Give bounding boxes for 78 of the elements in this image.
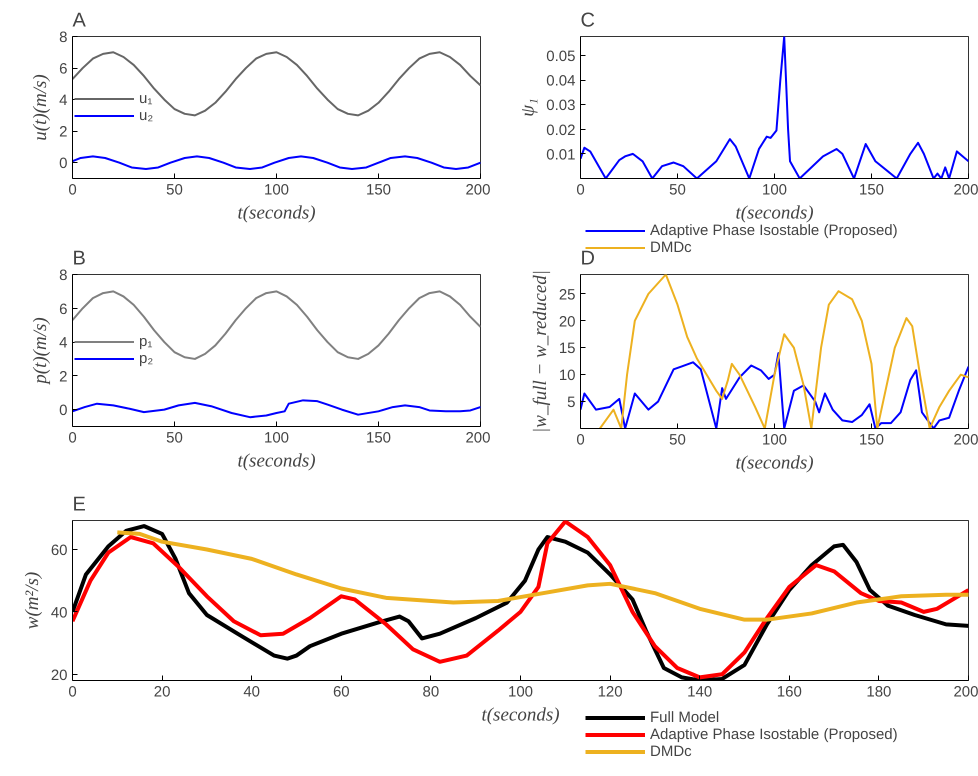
legend-label: p₂	[139, 350, 154, 367]
legend-label: DMDc	[650, 743, 692, 760]
x-tick-label: 150	[858, 432, 884, 448]
x-tick-label: 140	[687, 684, 712, 700]
x-tick-label: 200	[953, 684, 978, 700]
x-tick-label: 60	[332, 684, 350, 700]
y-axis-title: p(t)(m/s)	[30, 317, 52, 386]
legend-label: Adaptive Phase Isostable (Proposed)	[650, 222, 898, 239]
x-tick-label: 120	[598, 684, 623, 700]
y-axis-title: ψ₁	[517, 98, 538, 117]
x-axis-title: t(seconds)	[481, 704, 560, 726]
legend-label: Full Model	[650, 709, 720, 726]
y-tick-label: 0	[59, 155, 68, 172]
legend-label: u₂	[139, 107, 154, 124]
y-axis-title: u(t)(m/s)	[30, 74, 52, 141]
legend-label: p₁	[139, 333, 154, 350]
x-tick-label: 100	[762, 432, 788, 448]
legend-label: u₁	[139, 90, 154, 107]
x-axis-title: t(seconds)	[237, 450, 316, 472]
x-tick-label: 150	[366, 182, 392, 198]
line-series	[115, 530, 968, 622]
y-tick-label: 8	[59, 29, 68, 46]
chart-title: A	[72, 10, 86, 32]
legend-label: DMDc	[650, 239, 692, 256]
y-tick-label: 0.04	[546, 72, 576, 90]
x-tick-label: 100	[264, 182, 290, 198]
x-axis-title: t(seconds)	[735, 202, 814, 224]
y-tick-label: 2	[59, 124, 68, 141]
y-tick-label: 0.03	[546, 97, 576, 114]
x-tick-label: 20	[154, 684, 170, 700]
line-series	[72, 399, 480, 418]
y-tick-label: 40	[50, 604, 68, 622]
x-axis-title: t(seconds)	[237, 202, 316, 224]
y-tick-label: 8	[59, 267, 68, 284]
x-tick-label: 50	[166, 182, 183, 198]
chart-title: C	[580, 10, 595, 32]
y-tick-label: 20	[50, 666, 68, 684]
y-tick-label: 4	[59, 92, 68, 110]
x-tick-label: 100	[264, 430, 290, 446]
y-tick-label: 0	[59, 402, 68, 420]
y-axis-title: |w_full − w_reduced|	[530, 270, 551, 433]
line-series	[580, 36, 968, 178]
x-tick-label: 150	[858, 182, 884, 198]
x-tick-label: 200	[465, 430, 491, 446]
x-axis-title: t(seconds)	[735, 452, 814, 474]
y-tick-label: 6	[59, 60, 68, 78]
y-axis-title: w(m²/s)	[22, 572, 43, 630]
x-tick-label: 50	[669, 182, 686, 198]
x-tick-label: 160	[776, 684, 802, 700]
x-tick-label: 100	[508, 684, 534, 700]
y-tick-label: 0.02	[546, 122, 576, 139]
y-tick-label: 6	[59, 300, 68, 318]
y-tick-label: 20	[558, 313, 576, 330]
y-tick-label: 60	[50, 542, 68, 560]
x-tick-label: 180	[866, 684, 892, 700]
y-tick-label: 4	[59, 334, 68, 352]
y-tick-label: 10	[558, 367, 576, 384]
y-tick-label: 2	[59, 368, 68, 386]
chart-title: E	[72, 494, 86, 516]
x-tick-label: 40	[243, 684, 260, 700]
y-tick-label: 0.01	[546, 146, 576, 164]
y-tick-label: 0.05	[546, 48, 576, 65]
x-tick-label: 100	[762, 182, 788, 198]
x-tick-label: 150	[366, 430, 392, 446]
y-tick-label: 5	[567, 394, 576, 412]
legend-label: Adaptive Phase Isostable (Proposed)	[650, 726, 898, 743]
y-tick-label: 15	[558, 340, 576, 358]
line-series	[72, 155, 480, 170]
y-tick-label: 25	[558, 286, 576, 304]
x-tick-label: 50	[669, 432, 686, 448]
x-tick-label: 200	[465, 182, 491, 198]
x-tick-label: 50	[166, 430, 183, 446]
chart-title: D	[580, 248, 595, 270]
x-tick-label: 200	[953, 432, 978, 448]
chart-title: B	[72, 248, 86, 270]
line-series	[598, 274, 968, 428]
x-tick-label: 200	[953, 182, 978, 198]
x-tick-label: 80	[422, 684, 440, 700]
